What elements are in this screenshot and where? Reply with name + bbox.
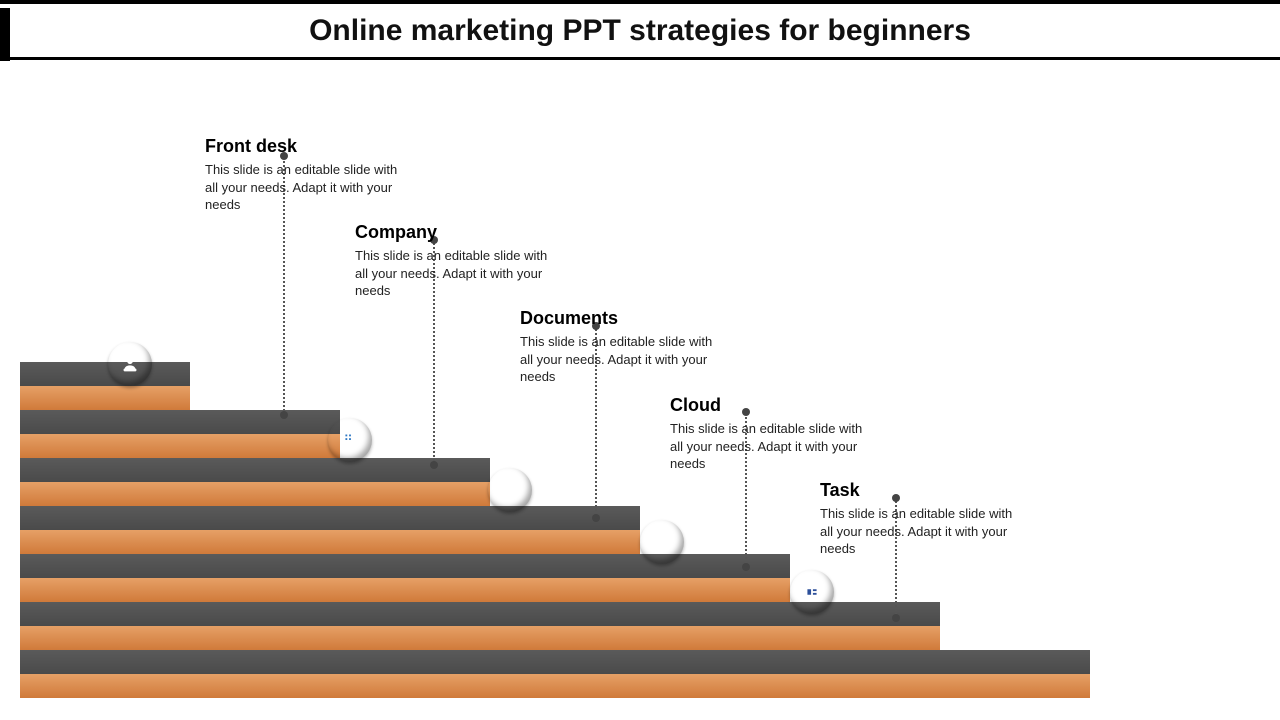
stair-diagram: Front desk This slide is an editable slid…: [0, 0, 1280, 720]
label-title: Cloud: [670, 395, 870, 416]
stair-tread: [20, 386, 190, 410]
cloud-icon: [640, 520, 684, 564]
stair-tread: [20, 434, 340, 458]
stair-riser: [20, 410, 340, 434]
label-front-desk: Front desk This slide is an editable slid…: [205, 136, 405, 214]
label-task: Task This slide is an editable slide with…: [820, 480, 1020, 558]
stair-tread: [20, 626, 940, 650]
task-icon: [790, 570, 834, 614]
label-title: Task: [820, 480, 1020, 501]
label-documents: Documents This slide is an editable slide…: [520, 308, 720, 386]
label-title: Company: [355, 222, 555, 243]
label-title: Front desk: [205, 136, 405, 157]
front-desk-icon: [108, 342, 152, 386]
stair-riser: [20, 362, 190, 386]
label-body: This slide is an editable slide with all…: [355, 247, 555, 300]
stair-tread: [20, 482, 490, 506]
label-company: Company This slide is an editable slide w…: [355, 222, 555, 300]
stair-tread: [20, 674, 1090, 698]
label-body: This slide is an editable slide with all…: [520, 333, 720, 386]
label-body: This slide is an editable slide with all…: [205, 161, 405, 214]
label-cloud: Cloud This slide is an editable slide wit…: [670, 395, 870, 473]
stair-tread: [20, 530, 640, 554]
label-body: This slide is an editable slide with all…: [670, 420, 870, 473]
company-icon: [328, 418, 372, 462]
label-body: This slide is an editable slide with all…: [820, 505, 1020, 558]
stair-riser: [20, 506, 640, 530]
stair-tread: [20, 578, 790, 602]
documents-icon: [488, 468, 532, 512]
stair-riser: [20, 458, 490, 482]
label-title: Documents: [520, 308, 720, 329]
stair-riser: [20, 650, 1090, 674]
